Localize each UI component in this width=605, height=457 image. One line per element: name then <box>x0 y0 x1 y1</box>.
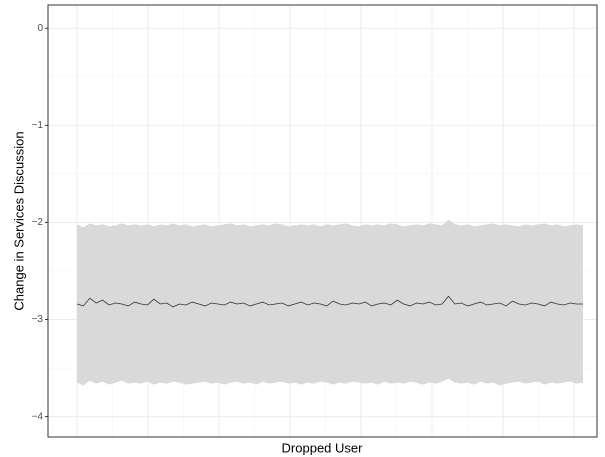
y-axis-title: Change in Services Discussion <box>11 131 26 310</box>
y-tick-label: −1 <box>32 120 44 131</box>
line <box>76 295 583 308</box>
y-tick-label: −4 <box>32 411 44 422</box>
panel-border <box>47 4 598 438</box>
y-tick-label: −3 <box>32 314 44 325</box>
y-tick-label: 0 <box>37 23 43 34</box>
y-tick-label: −2 <box>32 217 44 228</box>
confidence-band <box>77 219 583 386</box>
x-axis-title: Dropped User <box>282 440 364 455</box>
